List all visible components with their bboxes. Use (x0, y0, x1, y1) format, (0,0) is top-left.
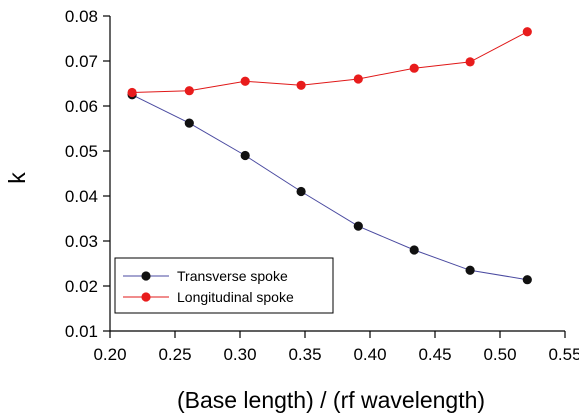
data-point (240, 76, 250, 86)
y-tick-label: 0.08 (65, 7, 98, 26)
y-tick-label: 0.06 (65, 97, 98, 116)
x-tick-label: 0.35 (288, 345, 321, 364)
data-point (127, 87, 137, 98)
data-point (240, 150, 250, 161)
series-line-longitudinal (132, 31, 528, 93)
y-tick-label: 0.01 (65, 322, 98, 341)
x-tick-label: 0.45 (418, 345, 451, 364)
x-tick-label: 0.20 (93, 345, 126, 364)
data-point (409, 63, 419, 73)
data-point (522, 27, 532, 37)
y-tick-label: 0.07 (65, 52, 98, 71)
data-point (296, 80, 306, 90)
data-point (522, 275, 532, 285)
y-tick-label: 0.02 (65, 277, 98, 296)
data-point (296, 186, 306, 197)
data-point (184, 118, 194, 128)
y-tick-label: 0.03 (65, 232, 98, 251)
data-point (353, 74, 363, 84)
data-point (465, 265, 475, 275)
y-tick-label: 0.04 (65, 187, 98, 206)
x-tick-label: 0.30 (223, 345, 256, 364)
legend: Transverse spoke Longitudinal spoke (114, 257, 334, 314)
axes: 0.01 0.02 0.03 0.04 0.05 0.06 0.07 0.08 0.20 0.25… (65, 7, 579, 364)
x-tick-label: 0.55 (548, 345, 579, 364)
x-tick-label: 0.25 (158, 345, 191, 364)
data-point (353, 221, 363, 231)
legend-marker (141, 292, 151, 302)
x-tick-label: 0.40 (353, 345, 386, 364)
legend-marker (141, 271, 151, 281)
x-tick-label: 0.50 (483, 345, 516, 364)
legend-label: Transverse spoke (177, 268, 288, 284)
data-point (409, 245, 419, 255)
series-layer (127, 27, 532, 285)
series-line-transverse (131, 94, 528, 281)
legend-label: Longitudinal spoke (177, 289, 294, 305)
legend-box (114, 257, 334, 314)
x-axis-title: (Base length) / (rf wavelength) (177, 387, 485, 413)
y-axis-title: k (4, 172, 30, 184)
data-point (184, 86, 194, 96)
data-point (465, 57, 475, 67)
y-tick-label: 0.05 (65, 142, 98, 161)
